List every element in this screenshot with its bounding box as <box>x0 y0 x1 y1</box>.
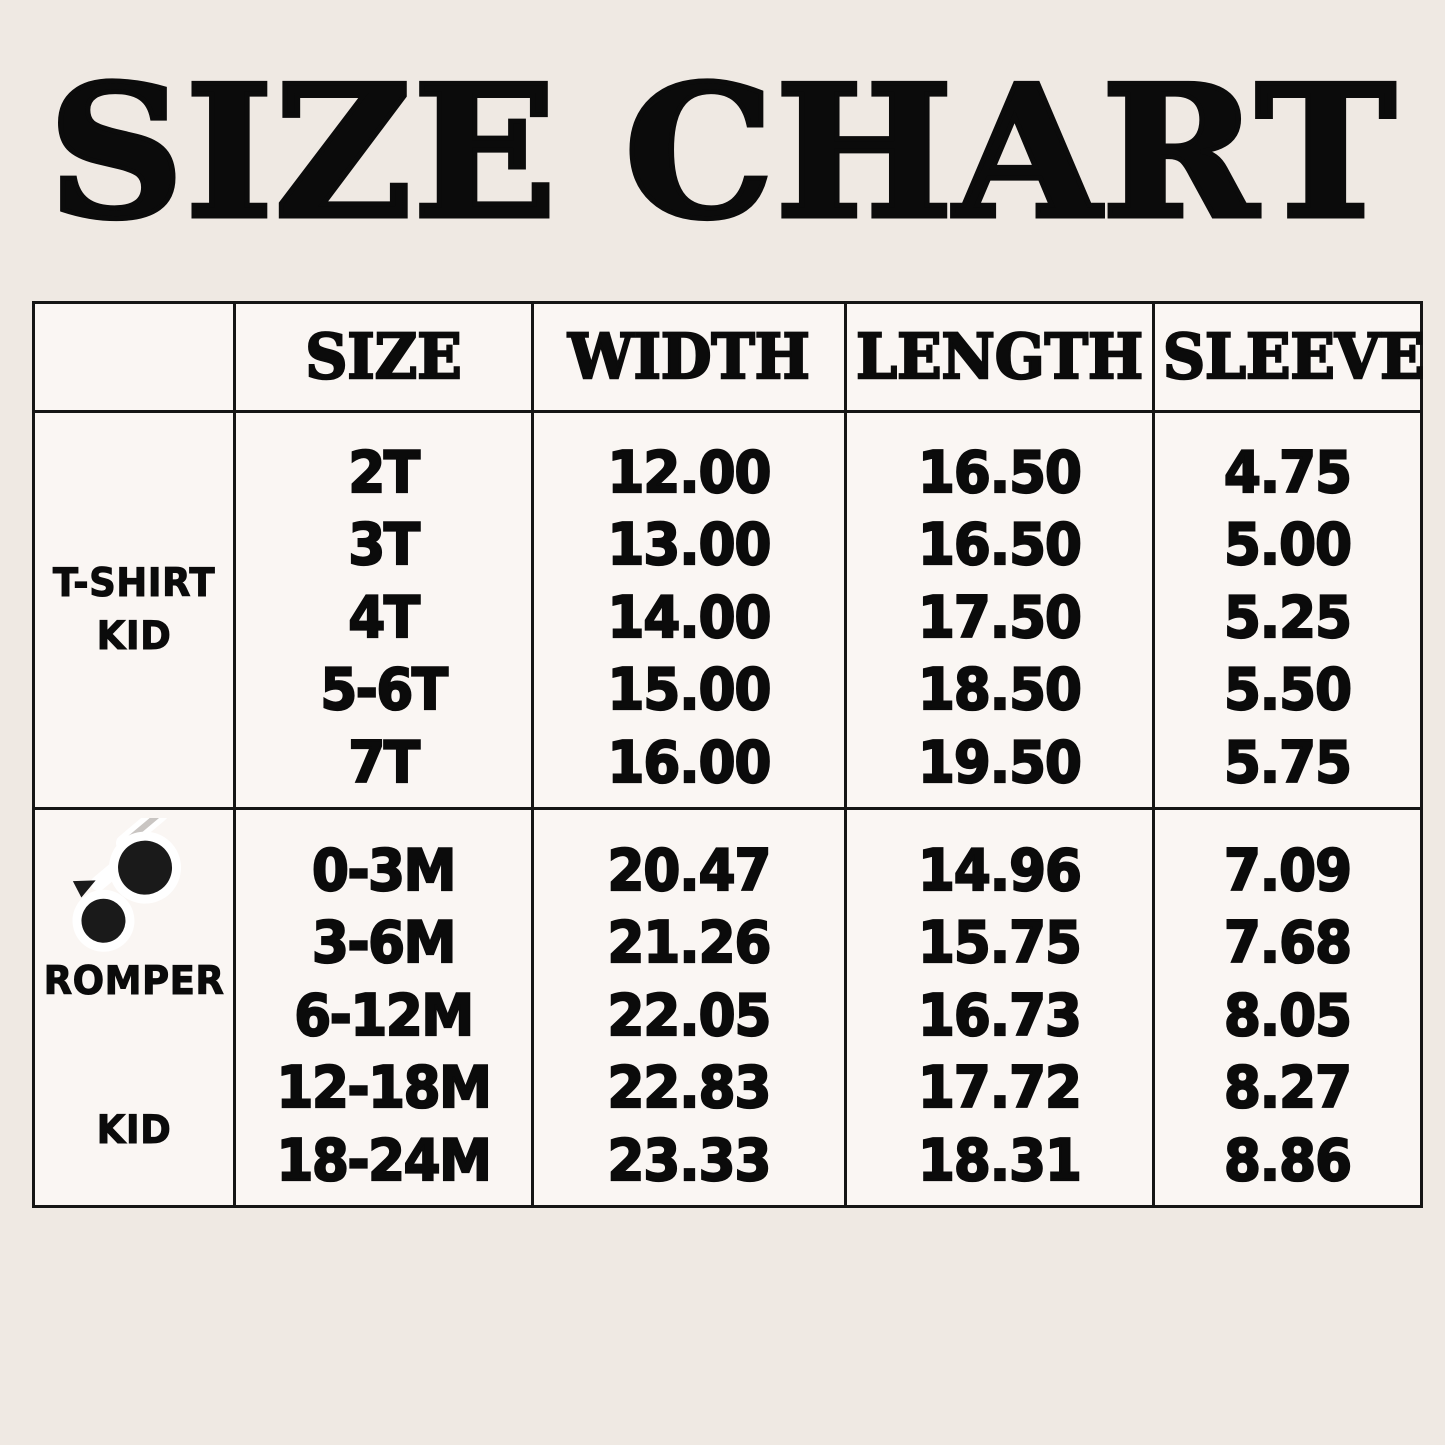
cell-size: 18-24M <box>276 1127 493 1194</box>
header-cell-width: WIDTH <box>531 301 847 413</box>
cell-length: 14.96 <box>917 837 1083 904</box>
table-row: ROMPER KID 0-3M 3-6M 6-12M 12-18M 18-24M… <box>32 807 1423 1208</box>
cell-sleeve: 5.50 <box>1223 657 1353 724</box>
header-cell-length: LENGTH <box>844 301 1155 413</box>
cell-size: 5-6T <box>319 657 449 724</box>
cell-width: 12.00 <box>606 439 772 506</box>
cell-length: 15.75 <box>917 910 1083 977</box>
category-label-line1: T-SHIRT <box>52 560 216 606</box>
size-column-romper: 0-3M 3-6M 6-12M 12-18M 18-24M <box>233 807 534 1208</box>
cell-size: 4T <box>347 584 421 651</box>
cell-width: 23.33 <box>606 1127 772 1194</box>
cell-sleeve: 4.75 <box>1223 439 1353 506</box>
cell-length: 18.31 <box>917 1127 1083 1194</box>
cell-size: 7T <box>347 729 421 796</box>
cell-sleeve: 8.27 <box>1223 1055 1353 1122</box>
category-cell-tshirt: T-SHIRT KID <box>32 409 236 811</box>
header-cell-sleeve: SLEEVE <box>1152 301 1426 413</box>
cell-size: 12-18M <box>276 1055 493 1122</box>
cell-width: 15.00 <box>606 657 772 724</box>
cell-size: 3-6M <box>311 910 457 977</box>
size-chart-table: SIZE WIDTH LENGTH SLEEVE T-SHIRT KID 2T … <box>32 301 1426 1208</box>
cell-length: 17.50 <box>917 584 1083 651</box>
cell-width: 13.00 <box>606 512 772 579</box>
header-label-length: LENGTH <box>855 319 1144 393</box>
table-row: T-SHIRT KID 2T 3T 4T 5-6T 7T 12.00 13.00… <box>32 409 1423 811</box>
length-column-romper: 14.96 15.75 16.73 17.72 18.31 <box>844 807 1155 1208</box>
page-title: SIZE CHART <box>46 45 1399 259</box>
sleeve-column-tshirt: 4.75 5.00 5.25 5.50 5.75 <box>1152 409 1423 811</box>
cell-width: 22.05 <box>606 982 772 1049</box>
cell-sleeve: 8.05 <box>1223 982 1353 1049</box>
cell-sleeve: 7.09 <box>1223 837 1353 904</box>
header-cell-blank <box>32 301 236 413</box>
header-cell-size: SIZE <box>233 301 534 413</box>
cell-sleeve: 5.25 <box>1223 584 1353 651</box>
cell-width: 22.83 <box>606 1055 772 1122</box>
cell-sleeve: 5.75 <box>1223 729 1353 796</box>
cell-size: 0-3M <box>311 837 457 904</box>
cell-width: 16.00 <box>606 729 772 796</box>
header-label-size: SIZE <box>304 319 463 393</box>
table-header-row: SIZE WIDTH LENGTH SLEEVE <box>32 301 1426 413</box>
length-column-tshirt: 16.50 16.50 17.50 18.50 19.50 <box>844 409 1155 811</box>
cell-width: 14.00 <box>606 584 772 651</box>
cell-width: 20.47 <box>606 837 772 904</box>
cell-length: 16.50 <box>917 439 1083 506</box>
width-column-romper: 20.47 21.26 22.05 22.83 23.33 <box>531 807 847 1208</box>
cell-length: 17.72 <box>917 1055 1083 1122</box>
cell-size: 2T <box>347 439 421 506</box>
cell-sleeve: 7.68 <box>1223 910 1353 977</box>
width-column-tshirt: 12.00 13.00 14.00 15.00 16.00 <box>531 409 847 811</box>
cell-length: 18.50 <box>917 657 1083 724</box>
category-label-line2: KID <box>96 613 172 659</box>
sunglasses-icon <box>72 818 182 953</box>
cell-sleeve: 8.86 <box>1223 1127 1353 1194</box>
cell-length: 16.50 <box>917 512 1083 579</box>
category-label-line2: KID <box>96 1107 172 1153</box>
sleeve-column-romper: 7.09 7.68 8.05 8.27 8.86 <box>1152 807 1423 1208</box>
category-cell-romper: ROMPER KID <box>32 807 236 1208</box>
header-label-width: WIDTH <box>567 319 811 393</box>
cell-length: 16.73 <box>917 982 1083 1049</box>
cell-sleeve: 5.00 <box>1223 512 1353 579</box>
size-column-tshirt: 2T 3T 4T 5-6T 7T <box>233 409 534 811</box>
cell-size: 3T <box>347 512 421 579</box>
cell-size: 6-12M <box>293 982 475 1049</box>
header-label-sleeve: SLEEVE <box>1162 319 1426 393</box>
category-label-line1: ROMPER <box>43 958 225 1004</box>
cell-length: 19.50 <box>917 729 1083 796</box>
cell-width: 21.26 <box>606 910 772 977</box>
